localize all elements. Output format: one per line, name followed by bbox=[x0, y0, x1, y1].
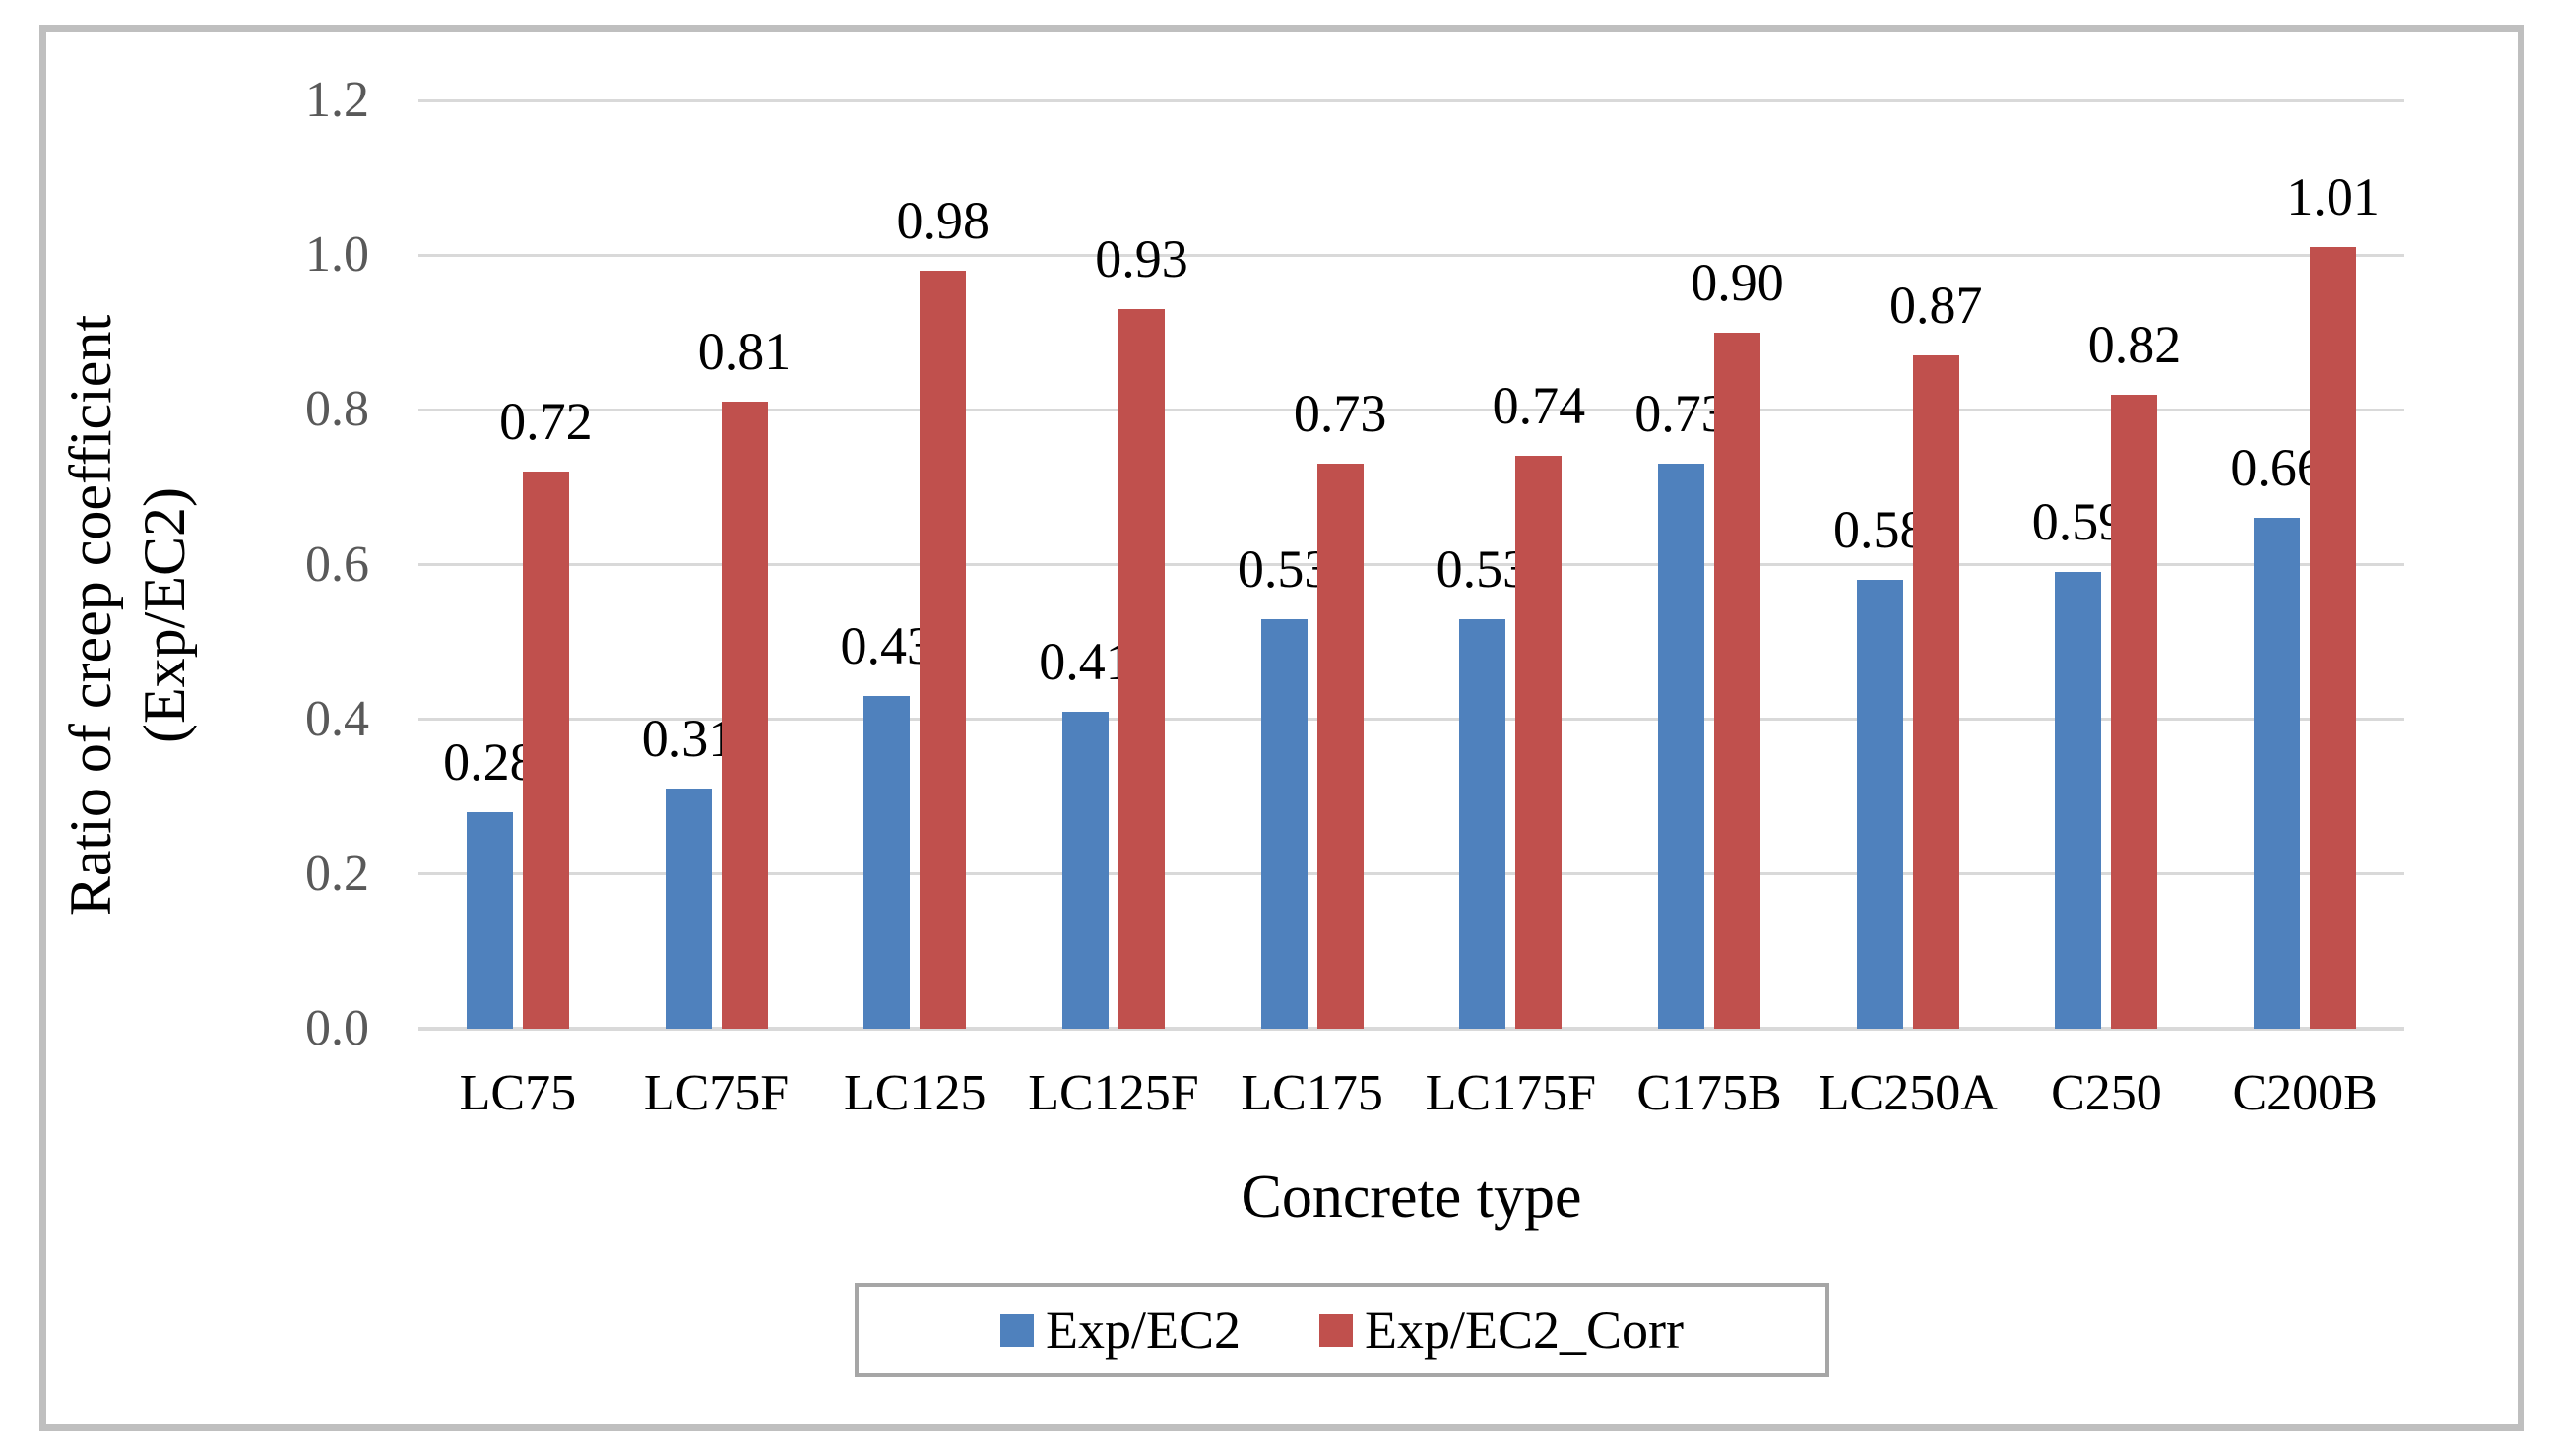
plot-area: 0.0 0.2 0.4 0.6 0.8 1.0 1.2 0.28 0.72 LC75 0.31 0.8… bbox=[305, 75, 2404, 1119]
bar-value-label: 0.31 bbox=[641, 709, 735, 769]
bar-exp-ec2-corr bbox=[1515, 456, 1563, 1029]
x-tick-label: LC125F bbox=[1028, 1065, 1199, 1121]
x-axis-line bbox=[418, 1027, 2404, 1031]
x-tick-label: LC250A bbox=[1818, 1065, 1998, 1121]
category-cell: 0.31 0.81 bbox=[617, 100, 816, 1029]
bar-value-label: 0.28 bbox=[443, 731, 537, 791]
y-tick-label: 0.2 bbox=[305, 845, 369, 902]
bar-exp-ec2 bbox=[466, 811, 513, 1029]
x-tick-label: LC125 bbox=[844, 1065, 987, 1121]
bar-value-label: 0.41 bbox=[1039, 631, 1132, 691]
x-tick-label: LC75 bbox=[459, 1065, 577, 1121]
bar-exp-ec2 bbox=[1260, 618, 1308, 1029]
x-tick-label: LC175 bbox=[1241, 1065, 1383, 1121]
bar-exp-ec2-corr bbox=[2111, 394, 2158, 1029]
category-cell: 0.58 0.87 bbox=[1809, 100, 2008, 1029]
bar-exp-ec2 bbox=[1061, 711, 1109, 1029]
x-tick-label: C200B bbox=[2232, 1065, 2378, 1121]
bar-exp-ec2-corr bbox=[1912, 355, 1959, 1029]
category-cell: 0.66 1.01 bbox=[2205, 100, 2404, 1029]
category-cell: 0.59 0.82 bbox=[2008, 100, 2206, 1029]
bar-value-label: 0.53 bbox=[1436, 538, 1530, 599]
y-tick-label: 0.0 bbox=[305, 1000, 369, 1056]
y-axis-title-line2: (Exp/EC2) bbox=[132, 487, 197, 743]
y-tick-label: 0.4 bbox=[305, 690, 369, 747]
gridline bbox=[418, 872, 2404, 876]
bar-exp-ec2 bbox=[665, 789, 712, 1029]
y-tick-label: 1.0 bbox=[305, 226, 369, 284]
bar-value-label: 0.43 bbox=[840, 616, 933, 676]
bar-exp-ec2-corr bbox=[522, 472, 569, 1029]
bar-exp-ec2 bbox=[1856, 580, 1903, 1029]
bar-value-label: 0.90 bbox=[1691, 252, 1784, 312]
gridline bbox=[418, 718, 2404, 722]
bar-value-label: 0.58 bbox=[1832, 500, 1927, 560]
bar-value-label: 0.82 bbox=[2087, 314, 2182, 374]
y-axis-title: Ratio of creep coefficient (Exp/EC2) bbox=[54, 108, 212, 1122]
bar-exp-ec2 bbox=[863, 696, 911, 1029]
category-cell: 0.28 0.72 bbox=[418, 100, 617, 1029]
bar-value-label: 0.81 bbox=[697, 322, 792, 382]
bar-exp-ec2 bbox=[1459, 618, 1506, 1029]
gridline bbox=[418, 408, 2404, 411]
x-axis-title: Concrete type bbox=[1241, 1164, 1582, 1231]
legend: Exp/EC2 Exp/EC2_Corr bbox=[855, 1283, 1829, 1377]
category-cell: 0.73 0.90 bbox=[1610, 100, 1809, 1029]
bar-exp-ec2 bbox=[2254, 518, 2301, 1029]
x-tick-label: LC175F bbox=[1425, 1065, 1597, 1121]
bar-exp-ec2 bbox=[2055, 572, 2102, 1029]
bar-value-label: 0.87 bbox=[1888, 276, 1983, 336]
bar-value-label: 0.98 bbox=[896, 190, 990, 250]
legend-item-exp-ec2: Exp/EC2 bbox=[1000, 1303, 1241, 1357]
bar-value-label: 0.59 bbox=[2031, 492, 2126, 552]
category-cell: 0.53 0.73 bbox=[1213, 100, 1412, 1029]
bar-value-label: 0.74 bbox=[1492, 376, 1586, 436]
x-tick-label: LC75F bbox=[643, 1065, 790, 1121]
legend-swatch-red-icon bbox=[1319, 1313, 1353, 1347]
category-cell: 0.41 0.93 bbox=[1014, 100, 1213, 1029]
bar-exp-ec2-corr bbox=[2310, 247, 2357, 1029]
gridline bbox=[418, 98, 2404, 102]
bar-exp-ec2-corr bbox=[1118, 309, 1165, 1029]
bar-value-label: 0.73 bbox=[1634, 384, 1728, 444]
bar-exp-ec2-corr bbox=[1714, 332, 1761, 1029]
bar-value-label: 0.73 bbox=[1293, 384, 1387, 444]
bar-exp-ec2-corr bbox=[920, 270, 967, 1029]
gridline bbox=[418, 253, 2404, 257]
y-tick-label: 1.2 bbox=[305, 72, 369, 128]
x-tick-label: C250 bbox=[2051, 1065, 2162, 1121]
bar-value-label: 0.72 bbox=[499, 392, 593, 452]
bar-value-label: 0.66 bbox=[2230, 438, 2324, 498]
bar-exp-ec2-corr bbox=[721, 402, 768, 1029]
gridline bbox=[418, 563, 2404, 566]
legend-label-exp-ec2: Exp/EC2 bbox=[1046, 1300, 1241, 1360]
legend-item-exp-ec2-corr: Exp/EC2_Corr bbox=[1319, 1303, 1684, 1357]
y-tick-label: 0.8 bbox=[305, 381, 369, 438]
bar-exp-ec2-corr bbox=[1316, 464, 1364, 1029]
y-tick-label: 0.6 bbox=[305, 536, 369, 593]
bar-value-label: 0.93 bbox=[1095, 229, 1188, 289]
legend-swatch-blue-icon bbox=[1000, 1313, 1034, 1347]
category-cell: 0.53 0.74 bbox=[1412, 100, 1611, 1029]
bar-value-label: 1.01 bbox=[2286, 167, 2380, 227]
legend-label-exp-ec2-corr: Exp/EC2_Corr bbox=[1365, 1300, 1684, 1360]
x-tick-label: C175B bbox=[1636, 1065, 1782, 1121]
bar-exp-ec2 bbox=[1658, 464, 1705, 1029]
figure-border bbox=[39, 25, 2524, 1431]
bar-value-label: 0.53 bbox=[1237, 538, 1331, 599]
y-axis-title-line1: Ratio of creep coefficient bbox=[58, 314, 123, 917]
category-cell: 0.43 0.98 bbox=[815, 100, 1014, 1029]
